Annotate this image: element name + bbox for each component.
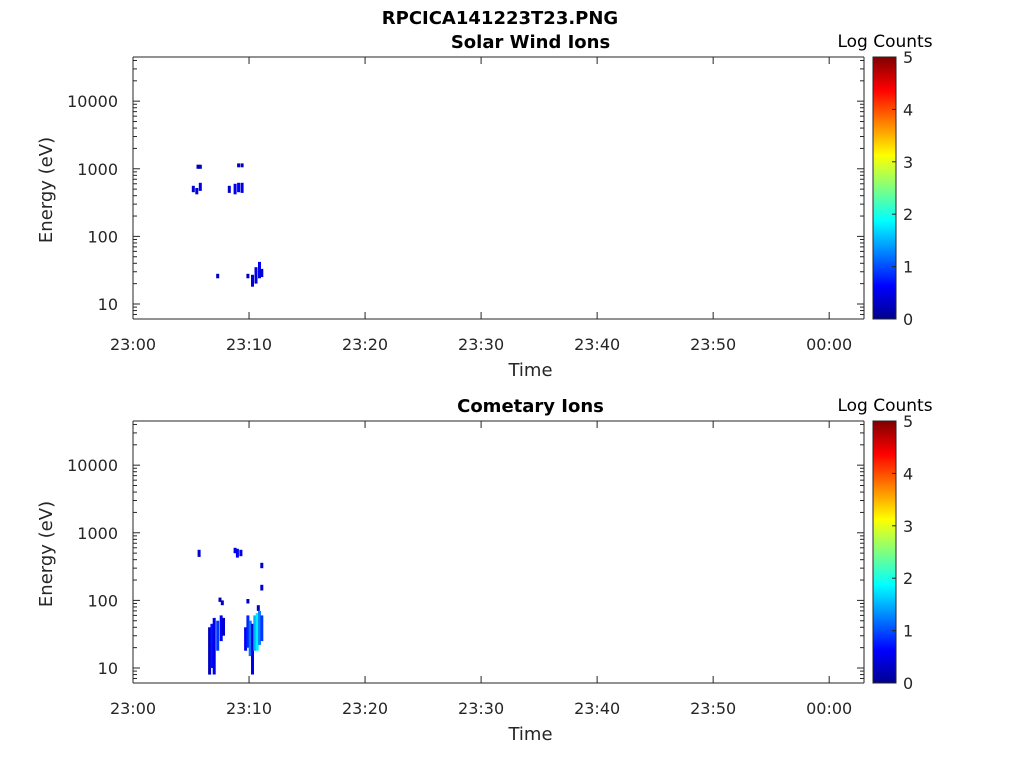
heatmap-cell [216, 273, 220, 279]
y-tick-label: 1000 [77, 160, 118, 179]
x-tick-label: 23:10 [226, 699, 272, 718]
panel-2: 23:00 23:10 23:20 23:30 23:40 23:50 00:0010100… [36, 396, 933, 745]
heatmap-cell [258, 610, 261, 645]
x-tick-label: 00:00 [806, 335, 852, 354]
heatmap-cell [260, 268, 264, 278]
x-tick-label: 23:40 [574, 699, 620, 718]
colorbar-tick-label: 5 [903, 412, 913, 431]
heatmap-cell [235, 548, 239, 558]
heatmap-cell [191, 185, 195, 193]
heatmap-cell [219, 615, 223, 642]
x-tick-label: 23:30 [458, 335, 504, 354]
colorbar-tick-label: 4 [903, 100, 913, 119]
colorbar-tick-label: 3 [903, 153, 913, 172]
heatmap-cell [251, 623, 254, 675]
heatmap-cell [196, 164, 200, 169]
y-tick-label: 100 [87, 591, 118, 610]
y-tick-label: 10000 [67, 456, 118, 475]
heatmap-cell [227, 185, 231, 193]
x-tick-label: 00:00 [806, 699, 852, 718]
heatmap-cell [233, 183, 237, 195]
heatmap-cell [246, 615, 250, 648]
colorbar-tick-label: 2 [903, 569, 913, 588]
heatmap-cell [220, 600, 224, 606]
colorbar-label: Log Counts [837, 32, 932, 52]
heatmap-cell [195, 188, 199, 195]
x-tick-label: 23:00 [110, 335, 156, 354]
heatmap-cell [237, 182, 241, 193]
heatmap-cell [246, 599, 250, 604]
panel-title: Solar Wind Ions [451, 32, 610, 53]
x-tick-label: 23:00 [110, 699, 156, 718]
heatmap-cell [246, 273, 250, 279]
heatmap-cell [222, 617, 225, 636]
heatmap-cell [248, 620, 252, 657]
heatmap-cell [216, 620, 220, 651]
colorbar-label: Log Counts [837, 396, 932, 416]
heatmap-cell [210, 623, 214, 668]
colorbar-tick-label: 0 [903, 674, 913, 693]
plot-area [133, 421, 864, 683]
x-tick-label: 23:30 [458, 699, 504, 718]
y-tick-label: 100 [87, 227, 118, 246]
colorbar-tick-label: 3 [903, 517, 913, 536]
x-tick-label: 23:20 [342, 699, 388, 718]
heatmap-cell [239, 549, 243, 557]
y-tick-label: 10 [98, 659, 118, 678]
heatmap-cell [260, 562, 264, 569]
y-axis-label: Energy (eV) [36, 137, 57, 243]
heatmap-cell [251, 274, 254, 287]
colorbar [872, 56, 897, 320]
figure-title: RPCICA141223T23.PNG [382, 8, 618, 29]
panel-1: 23:00 23:10 23:20 23:30 23:40 23:50 00:0010100… [36, 32, 933, 381]
colorbar-tick-label: 0 [903, 310, 913, 329]
x-tick-label: 23:40 [574, 335, 620, 354]
heatmap-cell [208, 627, 212, 675]
x-axis-label: Time [507, 724, 552, 745]
heatmap-cell [218, 597, 222, 602]
heatmap-cell [256, 605, 260, 611]
heatmap-cell [260, 615, 264, 642]
y-tick-label: 1000 [77, 524, 118, 543]
heatmap-cell [253, 615, 257, 651]
colorbar [872, 420, 897, 684]
heatmap-cell [198, 164, 202, 169]
x-tick-label: 23:50 [690, 699, 736, 718]
heatmap-cell [198, 182, 202, 191]
x-axis-label: Time [507, 360, 552, 381]
heatmap-cell [254, 267, 258, 284]
heatmap-cell [197, 549, 201, 557]
heatmap-cell [244, 627, 248, 651]
x-tick-label: 23:10 [226, 335, 272, 354]
x-tick-label: 23:50 [690, 335, 736, 354]
heatmap-cell [240, 163, 244, 168]
colorbar-tick-label: 1 [903, 258, 913, 277]
y-tick-label: 10 [98, 295, 118, 314]
x-tick-label: 23:20 [342, 335, 388, 354]
colorbar-tick-label: 4 [903, 464, 913, 483]
y-tick-label: 10000 [67, 92, 118, 111]
colorbar-tick-label: 1 [903, 622, 913, 641]
colorbar-tick-label: 5 [903, 48, 913, 67]
heatmap-cell [233, 547, 237, 554]
heatmap-cell [237, 163, 241, 168]
heatmap-cell [240, 182, 244, 193]
heatmap-cell [258, 261, 261, 279]
heatmap-cell [255, 613, 259, 651]
colorbar-tick-label: 2 [903, 205, 913, 224]
panel-title: Cometary Ions [457, 396, 604, 417]
y-axis-label: Energy (eV) [36, 501, 57, 607]
heatmap-cell [260, 584, 264, 591]
heatmap-cell [212, 617, 216, 675]
